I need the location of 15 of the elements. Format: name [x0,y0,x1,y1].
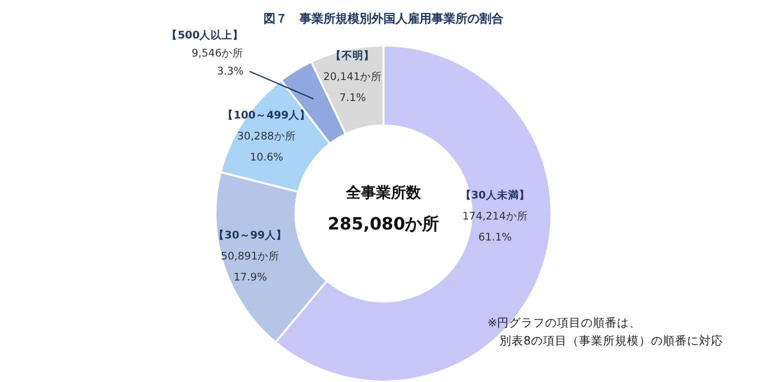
slice-label: 【30人未満】 [460,188,530,202]
data-label: 30,288か所 10.6% [237,129,296,164]
text: 285,080か所 [328,214,440,234]
data-label: 174,214か所 61.1% [462,209,528,244]
slice-label: 【不明】 [330,48,375,62]
data-label: 50,891か所 17.9% [220,249,280,284]
data-label: 9,546か所 3.3% [192,46,244,78]
text: ※円グラフの項目の順番は、 [488,316,642,330]
slice-label: 【30～99人】 [214,228,287,242]
text: 別表8の項目（事業所規模）の順番に対応 [500,334,723,348]
slice-label: 【500人以上】 [166,28,244,42]
chart-title: 図７ 事業所規模別外国人雇用事業所の割合 [264,12,504,26]
data-label: 20,141か所 7.1% [323,70,382,104]
slice-label: 【100～499人】 [222,108,311,122]
text: 全事業所数 [345,184,422,202]
